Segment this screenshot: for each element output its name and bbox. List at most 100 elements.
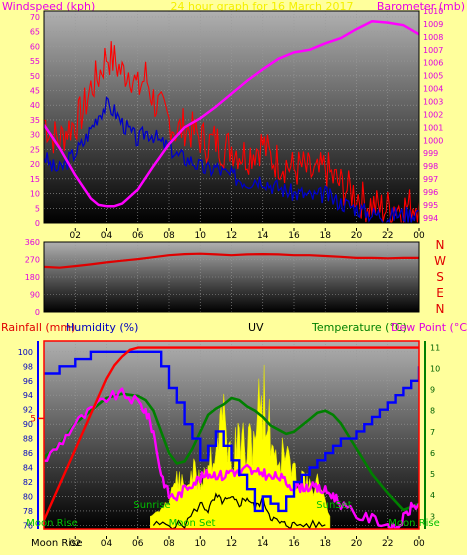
x-tick-label: 12 xyxy=(226,231,237,241)
compass-label: N xyxy=(436,302,445,316)
humidity-series xyxy=(44,350,419,513)
solar-series xyxy=(152,492,326,529)
barometer-series xyxy=(44,20,419,208)
barometer-y-tick-label: 996 xyxy=(423,188,438,197)
temperature-y-tick-label: 8 xyxy=(430,407,435,416)
humidity-y-tick-label: 94 xyxy=(23,391,33,400)
x-tick-label: 00 xyxy=(413,231,425,241)
barometer-y-tick-label: 1004 xyxy=(423,85,443,94)
wind-axis-title: Windspeed (kph) xyxy=(2,0,95,13)
humidity-y-tick-label: 98 xyxy=(23,362,33,371)
x-tick-label: 02 xyxy=(70,539,81,549)
barometer-y-tick-label: 1009 xyxy=(423,20,443,29)
x-tick-label: 04 xyxy=(101,231,113,241)
humidity-axis-title: Humidity (%) xyxy=(66,321,138,334)
humidity-y-tick-label: 100 xyxy=(18,348,33,357)
barometer-y-tick-label: 998 xyxy=(423,162,438,171)
barometer-y-tick-label: 994 xyxy=(423,214,438,223)
x-tick-label: 22 xyxy=(382,231,393,241)
x-tick-label: 14 xyxy=(257,231,269,241)
barometer-y-tick-label: 1002 xyxy=(423,110,443,119)
barometer-y-tick-label: 1000 xyxy=(423,136,443,145)
humidity-y-tick-label: 92 xyxy=(23,406,33,415)
temperature-axis-title: Temperature (°C) xyxy=(311,321,407,334)
x-tick-label: 14 xyxy=(257,539,269,549)
moon-rise-marker-bottom: Moon Rise xyxy=(388,518,439,529)
barometer-y-tick-label: 1007 xyxy=(423,46,443,55)
wind-direction-frame xyxy=(43,241,420,313)
compass-label: S xyxy=(436,270,444,284)
x-tick-label: 00 xyxy=(413,539,425,549)
wind-y-tick-label: 60 xyxy=(30,42,40,51)
temperature-y-tick-label: 7 xyxy=(430,428,435,437)
humidity-y-tick-label: 88 xyxy=(23,435,33,444)
x-tick-label: 20 xyxy=(351,539,363,549)
rainfall-series xyxy=(44,346,419,521)
x-tick-label: 10 xyxy=(195,231,207,241)
sunset-marker: SunSet xyxy=(316,500,352,511)
barometer-y-tick-label: 1010 xyxy=(423,7,443,16)
barometer-y-tick-label: 1008 xyxy=(423,33,443,42)
compass-label: W xyxy=(434,254,446,268)
x-tick-label: 16 xyxy=(288,231,300,241)
wind-y-tick-label: 0 xyxy=(35,219,40,228)
x-tick-label: 20 xyxy=(351,231,363,241)
x-tick-label: 06 xyxy=(132,231,144,241)
wind-pressure-frame xyxy=(43,10,420,224)
temperature-y-tick-label: 4 xyxy=(430,491,435,500)
barometer-y-tick-label: 1001 xyxy=(423,123,443,132)
barometer-y-tick-label: 1005 xyxy=(423,72,443,81)
wind-y-tick-label: 15 xyxy=(30,175,40,184)
rainfall-y-tick-label: 5 xyxy=(30,414,36,424)
wind-y-tick-label: 25 xyxy=(30,145,40,154)
wind-y-tick-label: 20 xyxy=(30,160,40,169)
wind-y-tick-label: 40 xyxy=(30,101,40,110)
humidity-y-tick-label: 78 xyxy=(23,507,33,516)
dew-point-axis-title: Dew Point (°C) xyxy=(391,321,467,334)
wind-y-tick-label: 65 xyxy=(30,28,40,37)
barometer-y-tick-label: 1006 xyxy=(423,59,443,68)
rain-humidity-frame xyxy=(43,340,420,530)
graph-title: 24 hour graph for 16 March 2017 xyxy=(170,0,353,13)
humidity-y-tick-label: 90 xyxy=(23,420,33,429)
humidity-y-tick-label: 80 xyxy=(23,492,33,501)
x-tick-label: 02 xyxy=(70,231,81,241)
temperature-y-tick-label: 9 xyxy=(430,386,435,395)
humidity-y-tick-label: 84 xyxy=(23,464,33,473)
dew-point-series xyxy=(44,387,419,529)
wind-direction-series xyxy=(44,252,419,269)
wind-y-tick-label: 70 xyxy=(30,13,40,22)
rainfall-axis-title: Rainfall (mm) xyxy=(1,321,75,334)
barometer-y-tick-label: 999 xyxy=(423,149,438,158)
humidity-y-tick-label: 82 xyxy=(23,478,33,487)
wind-y-tick-label: 50 xyxy=(30,72,40,81)
wind-y-tick-label: 5 xyxy=(35,204,40,213)
compass-label: E xyxy=(436,286,444,300)
moon-rise-marker-top: Moon Rise xyxy=(26,518,77,529)
direction-y-tick-label: 270 xyxy=(25,256,40,265)
x-tick-label: 06 xyxy=(132,539,144,549)
direction-y-tick-label: 0 xyxy=(35,308,40,317)
uv-title: UV xyxy=(248,321,264,334)
barometer-y-tick-label: 995 xyxy=(423,201,438,210)
x-tick-label: 04 xyxy=(101,539,113,549)
x-tick-label: 12 xyxy=(226,539,237,549)
compass-label: N xyxy=(436,238,445,252)
wind-y-tick-label: 30 xyxy=(30,131,40,140)
temperature-y-tick-label: 11 xyxy=(430,343,440,352)
direction-y-tick-label: 180 xyxy=(25,273,40,282)
sunrise-marker: Sunrise xyxy=(133,500,170,511)
moon-rise-label: Moon Rise xyxy=(31,538,82,549)
wind-y-tick-label: 10 xyxy=(30,190,40,199)
wind-average-series xyxy=(44,96,419,223)
wind-pressure-panel: 0 5 10 15 20 25 30 35 40 45 50 55 60 65 70 994 995 996 99… xyxy=(30,7,444,241)
wind-y-tick-label: 45 xyxy=(30,87,40,96)
temperature-series xyxy=(44,392,419,512)
barometer-y-tick-label: 1003 xyxy=(423,97,443,106)
x-tick-label: 10 xyxy=(195,539,207,549)
x-tick-label: 08 xyxy=(163,539,175,549)
barometer-axis-title: Barometer (mb) xyxy=(377,0,465,13)
wind-y-tick-label: 35 xyxy=(30,116,40,125)
